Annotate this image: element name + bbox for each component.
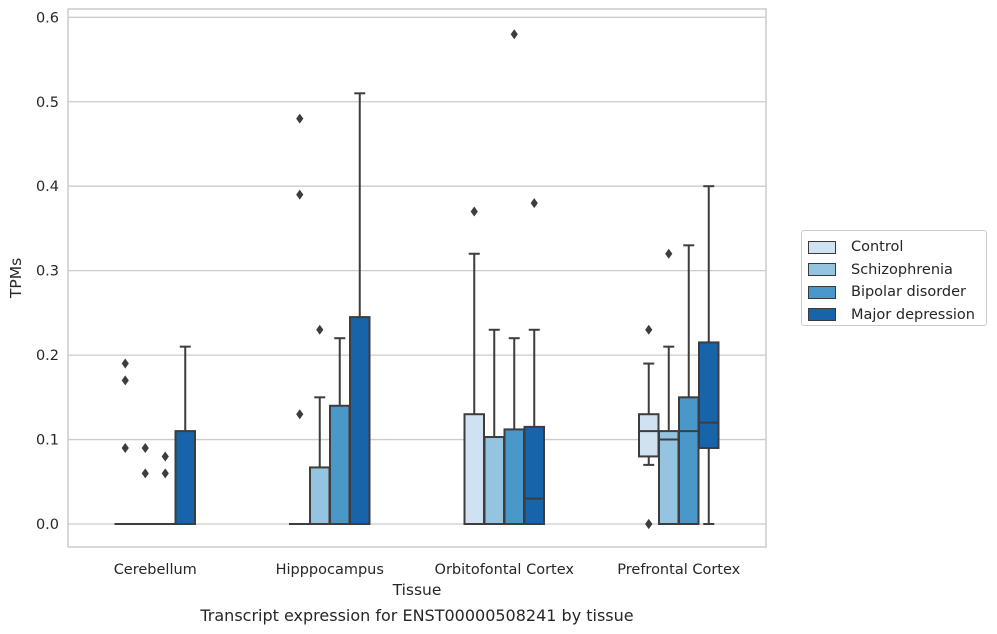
box-body	[463, 413, 485, 525]
y-tick-label: 0.5	[36, 95, 59, 111]
box-control	[289, 113, 311, 526]
outlier-point	[121, 358, 129, 369]
legend-item: Major depression	[808, 304, 986, 327]
box-major-depression	[523, 198, 545, 526]
outlier-point	[121, 375, 129, 386]
outlier-point	[530, 198, 538, 209]
y-tick-label: 0.4	[36, 179, 59, 195]
outlier-point	[296, 113, 304, 124]
outlier-point	[121, 442, 129, 453]
legend-label: Control	[851, 239, 904, 256]
outlier-point	[665, 248, 673, 259]
y-tick-label: 0.1	[36, 433, 59, 449]
legend-swatch	[808, 285, 836, 299]
box-schizophrenia	[134, 442, 156, 526]
legend-label: Schizophrenia	[851, 261, 953, 278]
legend-item: Schizophrenia	[808, 259, 986, 282]
outlier-point	[141, 442, 149, 453]
box-body	[678, 396, 700, 526]
y-tick-label: 0.0	[36, 517, 59, 533]
x-tick-label: Cerebellum	[114, 562, 197, 578]
legend-label: Major depression	[851, 306, 975, 323]
box-bipolar-disorder	[678, 244, 700, 526]
legend-swatch	[808, 308, 836, 322]
outlier-point	[296, 189, 304, 200]
x-axis-label: Tissue	[392, 581, 442, 599]
box-control	[114, 358, 136, 526]
box-body	[309, 466, 331, 525]
box-bipolar-disorder	[329, 337, 351, 525]
outlier-point	[161, 451, 169, 462]
x-tick-label: Prefrontal Cortex	[617, 562, 740, 578]
box-bipolar-disorder	[154, 451, 176, 526]
x-tick-label: Hipppocampus	[276, 562, 384, 578]
box-major-depression	[174, 345, 196, 526]
box-body	[174, 430, 196, 526]
outlier-point	[316, 324, 324, 335]
outlier-point	[141, 468, 149, 479]
y-tick-label: 0.3	[36, 264, 59, 280]
box-body	[329, 404, 351, 525]
box-major-depression	[698, 185, 720, 525]
y-tick-label: 0.2	[36, 348, 59, 364]
box-body	[658, 430, 680, 526]
legend-label: Bipolar disorder	[851, 284, 966, 301]
box-major-depression	[349, 92, 371, 525]
legend-item: Bipolar disorder	[808, 281, 986, 304]
legend-swatch	[808, 240, 836, 254]
outlier-point	[645, 519, 653, 529]
outlier-point	[161, 468, 169, 479]
outlier-point	[296, 409, 304, 420]
box-body	[349, 316, 371, 525]
y-tick-label: 0.6	[36, 10, 59, 26]
outlier-point	[510, 29, 518, 40]
box-body	[523, 425, 545, 526]
box-body	[483, 436, 505, 526]
box-body	[698, 341, 720, 449]
outlier-point	[470, 206, 478, 217]
legend-item: Control	[808, 236, 986, 259]
chart-caption: Transcript expression for ENST0000050824…	[200, 606, 634, 625]
y-axis-label: TPMs	[7, 258, 25, 299]
outlier-point	[645, 324, 653, 335]
legend-swatch	[808, 263, 836, 277]
legend: Control Schizophrenia Bipolar disorder Majo…	[801, 230, 987, 326]
x-tick-label: Orbitofontal Cortex	[435, 562, 575, 578]
box-body	[503, 428, 525, 525]
box-schizophrenia	[483, 328, 505, 526]
box-control	[638, 324, 660, 529]
box-body	[638, 413, 660, 458]
